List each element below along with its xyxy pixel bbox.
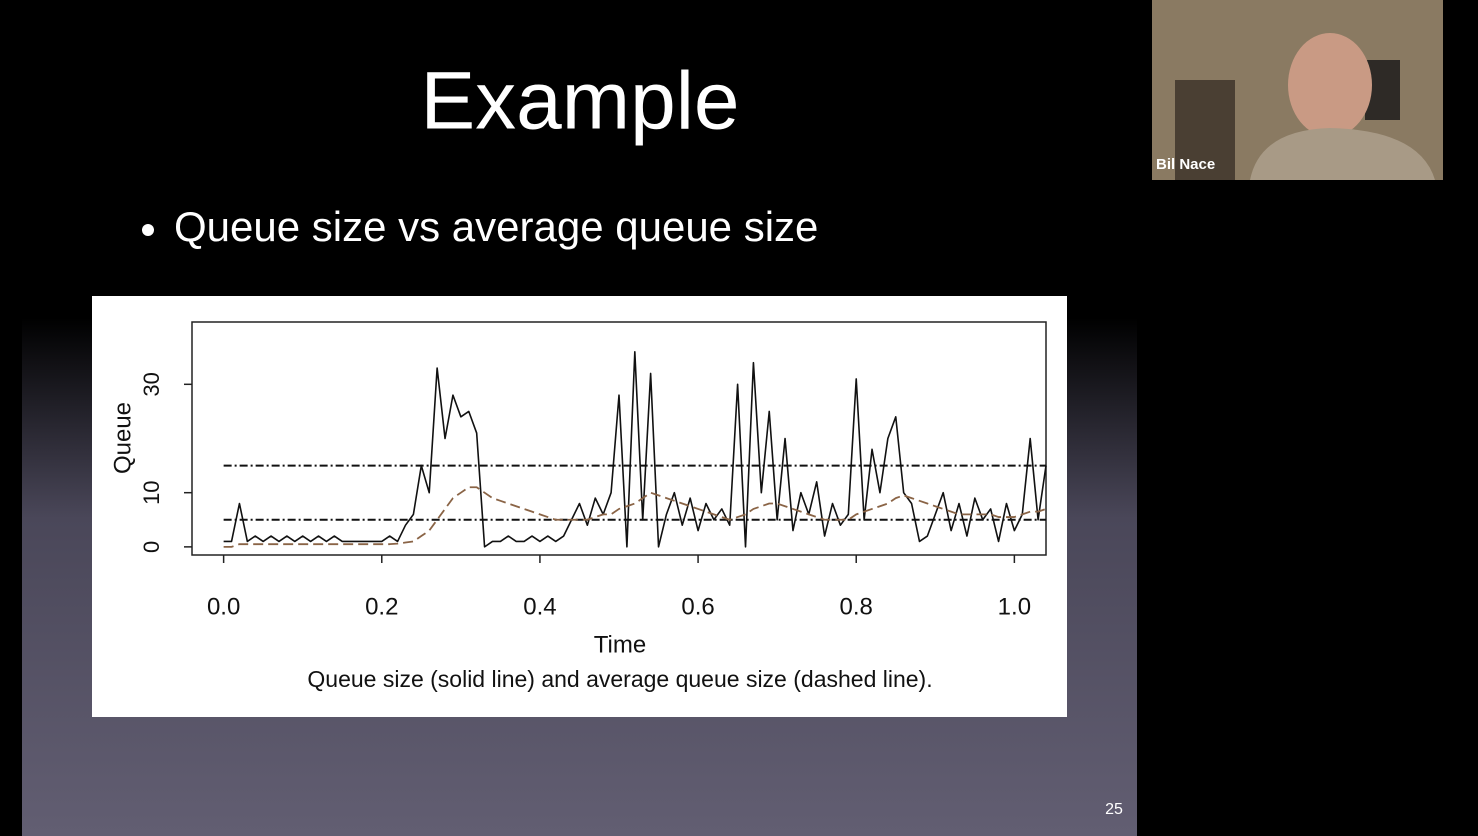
x-tick-label: 1.0	[998, 593, 1031, 620]
bullet-text: Queue size vs average queue size	[174, 203, 818, 250]
video-door	[1175, 80, 1235, 180]
series-line	[223, 486, 1047, 548]
video-tile: Bil Nace	[1152, 0, 1443, 180]
bullet-dot	[142, 224, 154, 236]
x-tick-label: 0.0	[207, 593, 240, 620]
x-tick-label: 0.2	[365, 593, 398, 620]
video-face	[1288, 33, 1372, 137]
y-tick-label: 10	[139, 480, 164, 504]
y-axis-label: Queue	[109, 402, 136, 474]
y-tick-label: 0	[139, 541, 164, 553]
x-tick-label: 0.8	[840, 593, 873, 620]
y-tick-label: 30	[139, 372, 164, 396]
plot-box	[191, 321, 1047, 556]
slide-number: 25	[1105, 801, 1123, 818]
chart-panel	[92, 296, 1067, 717]
chart-caption: Queue size (solid line) and average queu…	[307, 666, 932, 692]
slide-title: Example	[420, 56, 739, 147]
x-tick-label: 0.4	[523, 593, 556, 620]
participant-name: Bil Nace	[1156, 156, 1215, 173]
video-shirt	[1250, 128, 1435, 180]
x-axis-label: Time	[594, 631, 646, 658]
x-tick-label: 0.6	[681, 593, 714, 620]
series-line	[223, 351, 1047, 548]
